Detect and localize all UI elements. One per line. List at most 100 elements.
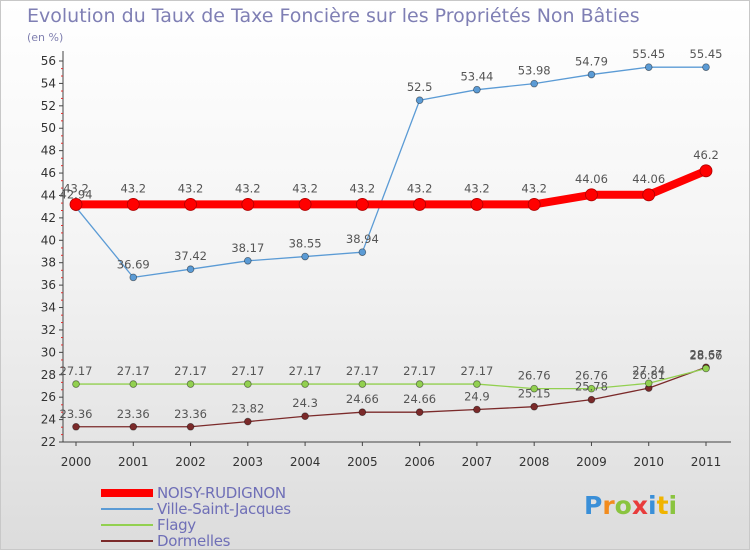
legend: NOISY-RUDIGNON Ville-Saint-Jacques Flagy… bbox=[101, 484, 361, 550]
legend-item: Ville-Saint-Jacques bbox=[101, 500, 361, 518]
x-tick-label: 2005 bbox=[347, 455, 378, 469]
series-point-3 bbox=[530, 402, 538, 411]
series-point-2 bbox=[244, 380, 252, 388]
y-tick-label: 32 bbox=[41, 323, 56, 337]
y-tick-label: 36 bbox=[41, 278, 56, 292]
legend-label-2: Flagy bbox=[157, 516, 196, 534]
y-unit-label: (en %) bbox=[27, 31, 64, 44]
series-point-2 bbox=[530, 384, 538, 393]
series-point-3 bbox=[72, 422, 80, 431]
data-label-2: 27.17 bbox=[403, 364, 436, 378]
series-point-0 bbox=[413, 198, 427, 211]
series-point-0 bbox=[470, 198, 484, 211]
x-tick-label: 2003 bbox=[233, 455, 264, 469]
series-point-3 bbox=[415, 408, 424, 416]
logo-letter: o bbox=[614, 491, 632, 520]
legend-item: NOISY-RUDIGNON bbox=[101, 484, 361, 502]
data-label-2: 27.17 bbox=[174, 364, 207, 378]
data-label-3: 23.82 bbox=[231, 402, 264, 416]
series-point-0 bbox=[298, 198, 312, 211]
data-label-0: 43.2 bbox=[521, 181, 547, 195]
series-layer bbox=[69, 63, 713, 431]
y-tick-label: 40 bbox=[41, 233, 56, 247]
x-tick-label: 2008 bbox=[519, 455, 550, 469]
y-tick-label: 52 bbox=[41, 99, 56, 113]
series-line-0 bbox=[72, 166, 710, 209]
data-label-1: 53.98 bbox=[518, 64, 551, 78]
series-line-2 bbox=[75, 367, 707, 390]
series-line-3 bbox=[75, 366, 707, 428]
data-label-1: 38.55 bbox=[289, 237, 322, 251]
data-label-2: 27.17 bbox=[60, 364, 93, 378]
data-label-3: 23.36 bbox=[117, 407, 150, 421]
data-label-3: 24.66 bbox=[346, 392, 379, 406]
data-label-0: 43.2 bbox=[464, 181, 490, 195]
data-label-3: 24.66 bbox=[403, 392, 436, 406]
y-tick-label: 34 bbox=[41, 301, 56, 315]
logo-letter: P bbox=[584, 491, 603, 520]
series-point-1 bbox=[530, 79, 538, 88]
legend-swatch-1 bbox=[101, 508, 153, 510]
series-point-0 bbox=[355, 198, 369, 211]
data-label-1: 55.45 bbox=[690, 47, 723, 61]
data-label-2: 28.56 bbox=[690, 348, 723, 362]
x-tick-label: 2007 bbox=[462, 455, 493, 469]
series-point-2 bbox=[186, 380, 195, 388]
y-tick-label: 26 bbox=[41, 390, 56, 404]
x-tick-label: 2011 bbox=[691, 455, 722, 469]
logo-letter: x bbox=[631, 491, 648, 520]
series-point-1 bbox=[358, 248, 367, 256]
data-label-1: 38.94 bbox=[346, 232, 379, 246]
data-label-0: 43.2 bbox=[350, 181, 376, 195]
series-point-3 bbox=[129, 422, 138, 431]
series-point-3 bbox=[301, 412, 309, 421]
series-point-0 bbox=[184, 198, 197, 211]
data-label-2: 27.17 bbox=[460, 364, 493, 378]
y-tick-label: 54 bbox=[41, 76, 56, 90]
series-point-2 bbox=[415, 380, 424, 388]
data-label-1: 38.17 bbox=[231, 241, 264, 255]
data-label-0: 43.2 bbox=[120, 181, 146, 195]
data-label-3: 23.36 bbox=[174, 407, 207, 421]
y-tick-label: 30 bbox=[41, 345, 56, 359]
data-label-3: 24.9 bbox=[464, 390, 490, 404]
series-point-1 bbox=[244, 257, 252, 265]
series-point-1 bbox=[186, 265, 195, 274]
data-label-2: 26.76 bbox=[518, 369, 551, 383]
series-point-2 bbox=[358, 380, 367, 388]
x-tick-label: 2002 bbox=[175, 455, 206, 469]
proxiti-logo: Proxiti bbox=[584, 491, 677, 520]
y-tick-label: 42 bbox=[41, 211, 56, 225]
series-point-1 bbox=[301, 252, 309, 261]
series-point-0 bbox=[527, 198, 541, 211]
data-label-0: 43.2 bbox=[63, 181, 89, 195]
data-label-1: 42.94 bbox=[60, 187, 93, 201]
legend-item: Dormelles bbox=[101, 532, 361, 550]
data-label-2: 26.76 bbox=[575, 369, 608, 383]
data-label-3: 24.3 bbox=[292, 396, 318, 410]
series-point-1 bbox=[587, 70, 596, 79]
chart-title: Evolution du Taux de Taxe Foncière sur l… bbox=[27, 5, 640, 27]
series-point-2 bbox=[587, 384, 596, 393]
series-point-2 bbox=[301, 380, 309, 388]
series-point-0 bbox=[642, 188, 656, 202]
series-point-3 bbox=[473, 405, 481, 414]
data-label-0: 44.06 bbox=[575, 172, 608, 186]
data-label-2: 27.24 bbox=[632, 363, 665, 377]
y-tick-label: 44 bbox=[41, 188, 56, 202]
data-label-0: 43.2 bbox=[407, 181, 433, 195]
data-label-1: 54.79 bbox=[575, 55, 608, 69]
legend-swatch-2 bbox=[101, 524, 153, 526]
data-label-0: 43.2 bbox=[292, 181, 318, 195]
series-point-0 bbox=[699, 164, 713, 178]
series-point-3 bbox=[358, 408, 367, 416]
data-label-0: 43.2 bbox=[235, 181, 261, 195]
logo-letter: i bbox=[648, 491, 657, 520]
data-label-2: 27.17 bbox=[117, 364, 150, 378]
x-tick-label: 2009 bbox=[576, 455, 607, 469]
data-label-3: 23.36 bbox=[60, 407, 93, 421]
data-label-0: 46.2 bbox=[693, 148, 719, 162]
legend-label-1: Ville-Saint-Jacques bbox=[157, 500, 291, 518]
series-line-1 bbox=[75, 66, 707, 279]
data-label-0: 43.2 bbox=[178, 181, 204, 195]
